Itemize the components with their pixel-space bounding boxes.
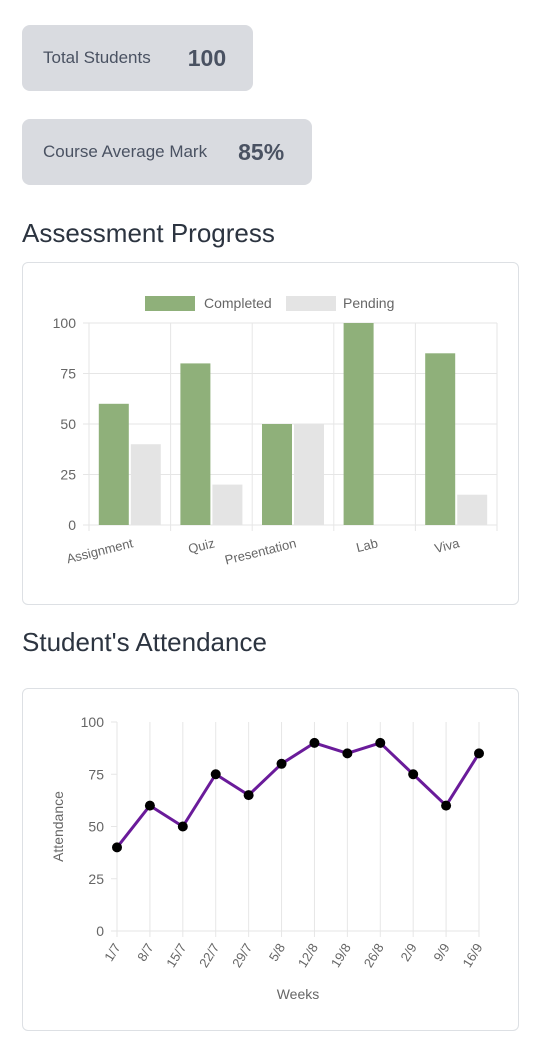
attendance-point xyxy=(408,769,419,780)
attendance-point xyxy=(112,842,122,853)
bar-completed xyxy=(343,323,374,525)
bar-pending xyxy=(130,444,161,525)
x-tick-label: 1/7 xyxy=(101,941,123,964)
assessment-chart-card: 0 25 50 75 100 Assignment Quiz Presentation Lab V… xyxy=(22,262,519,605)
x-tick-label: 8/7 xyxy=(134,941,156,964)
attendance-point xyxy=(342,748,353,759)
attendance-point xyxy=(375,737,386,748)
x-tick-label: Viva xyxy=(433,535,462,556)
y-tick-label: 75 xyxy=(60,366,76,382)
y-tick-label: 50 xyxy=(60,416,76,432)
y-tick-label: 75 xyxy=(88,766,104,782)
y-tick-label: 50 xyxy=(88,819,104,835)
bar-completed xyxy=(180,363,211,525)
total-students-label: Total Students xyxy=(43,48,151,67)
attendance-point xyxy=(441,800,452,811)
y-tick-label: 25 xyxy=(60,467,76,483)
bar-completed xyxy=(98,403,129,525)
y-axis-title: Attendance xyxy=(50,791,66,862)
total-students-value: 100 xyxy=(187,44,227,71)
x-axis-title: Weeks xyxy=(277,986,320,1002)
attendance-title: Student's Attendance xyxy=(22,627,267,657)
y-tick-label: 100 xyxy=(81,714,105,730)
attendance-line-chart: 0 25 50 75 100 1/7 8/7 15/7 22/7 29/7 5/8 12/8 19/8 2… xyxy=(50,714,486,1002)
attendance-point xyxy=(144,800,155,811)
attendance-line xyxy=(115,741,481,849)
x-tick-label: 9/9 xyxy=(430,941,452,964)
attendance-point xyxy=(210,769,221,780)
legend-label: Pending xyxy=(343,295,394,311)
x-tick-label: 22/7 xyxy=(196,941,222,970)
x-tick-label: 26/8 xyxy=(361,941,387,970)
legend-swatch xyxy=(286,296,336,311)
attendance-point xyxy=(276,758,287,769)
x-tick-label: 29/7 xyxy=(229,941,255,970)
assessment-bar-chart: 0 25 50 75 100 Assignment Quiz Presentation Lab V… xyxy=(53,295,498,568)
attendance-point xyxy=(243,790,254,801)
course-average-label: Course Average Mark xyxy=(43,142,208,161)
bar-pending xyxy=(294,424,324,525)
x-tick-label: 16/9 xyxy=(459,941,485,970)
legend-swatch xyxy=(145,296,195,311)
y-tick-label: 25 xyxy=(88,871,104,887)
attendance-chart-card: 0 25 50 75 100 1/7 8/7 15/7 22/7 29/7 5/8 12/8 19/8 2… xyxy=(22,688,519,1031)
y-tick-label: 0 xyxy=(68,517,76,533)
x-tick-label: 12/8 xyxy=(295,941,321,970)
x-tick-label: 5/8 xyxy=(266,941,288,964)
attendance-point xyxy=(177,821,188,832)
attendance-point xyxy=(309,737,320,748)
course-average-card: Course Average Mark 85% xyxy=(22,119,312,185)
x-tick-label: 2/9 xyxy=(397,941,419,964)
legend-label: Completed xyxy=(204,295,272,311)
course-average-value: 85% xyxy=(238,138,285,165)
bar-pending xyxy=(457,494,488,525)
total-students-card: Total Students 100 xyxy=(22,25,253,91)
bar-completed xyxy=(262,424,292,525)
x-tick-label: 15/7 xyxy=(163,941,189,970)
x-tick-label: Quiz xyxy=(187,535,217,556)
x-tick-label: Presentation xyxy=(223,535,297,567)
y-tick-label: 0 xyxy=(96,923,104,939)
bar-completed xyxy=(425,353,456,525)
y-tick-label: 100 xyxy=(53,315,77,331)
x-tick-label: Assignment xyxy=(65,535,135,566)
bar-pending xyxy=(212,484,243,525)
attendance-point xyxy=(474,748,484,759)
x-tick-label: 19/8 xyxy=(328,941,354,970)
x-tick-label: Lab xyxy=(355,535,380,555)
assessment-progress-title: Assessment Progress xyxy=(22,218,275,248)
